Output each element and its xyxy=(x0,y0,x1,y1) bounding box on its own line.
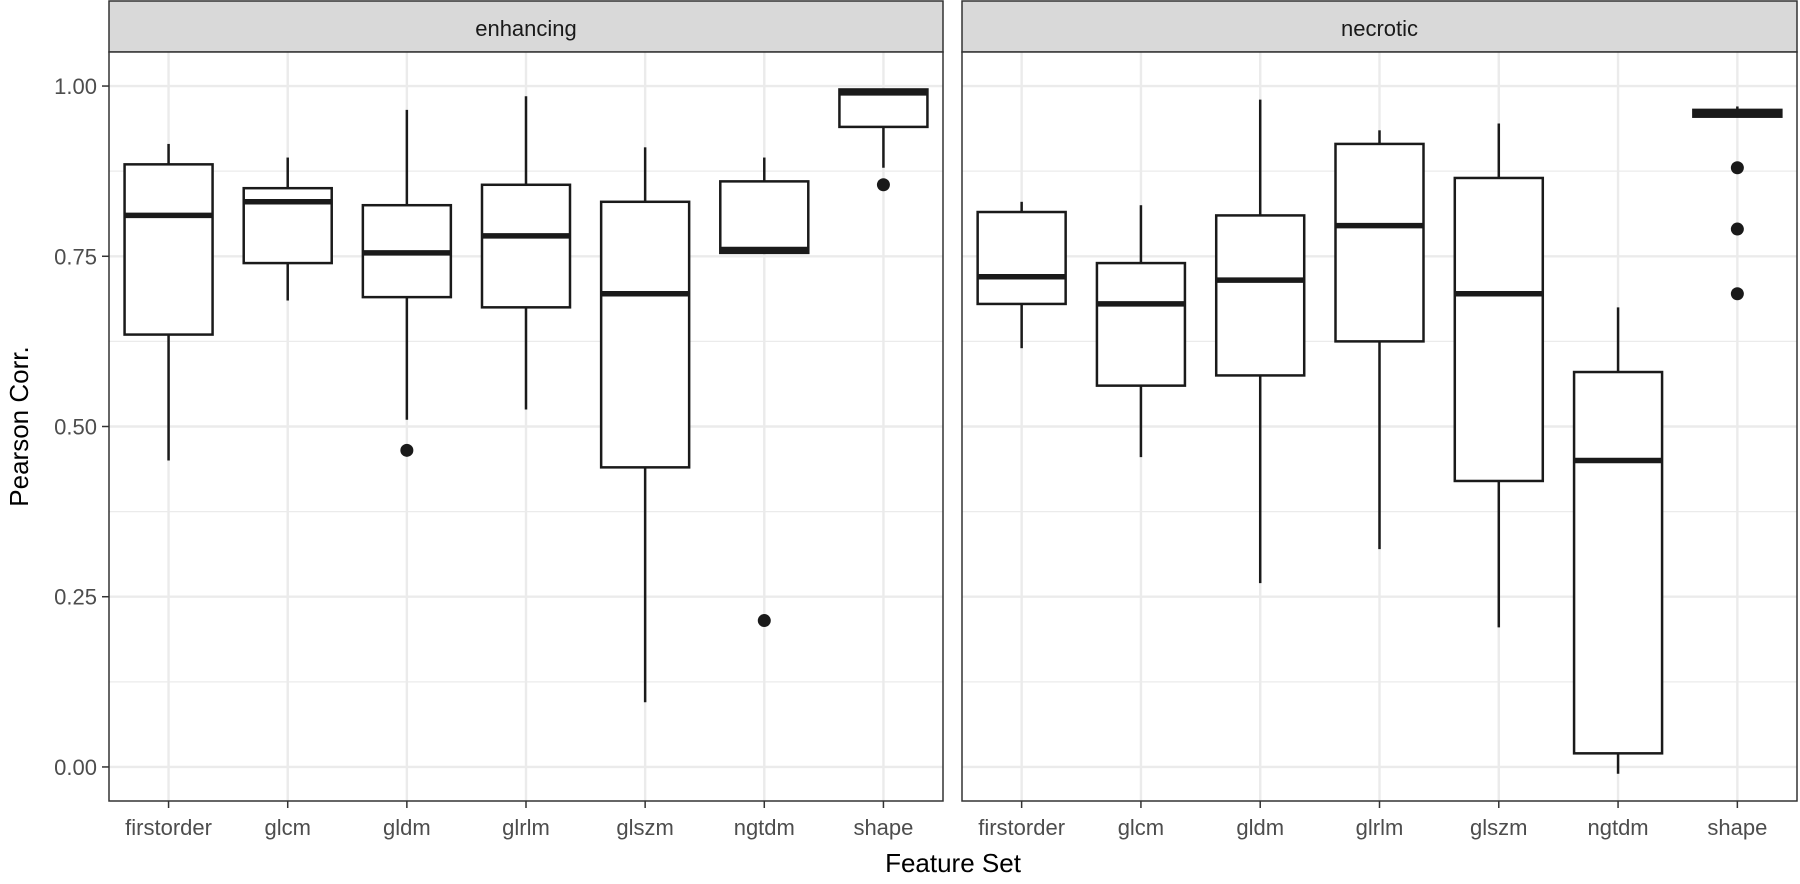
box-firstorder xyxy=(123,163,214,336)
x-tick-label-shape: shape xyxy=(1707,815,1767,840)
outlier-point-shape xyxy=(1730,222,1744,236)
x-tick-label-firstorder: firstorder xyxy=(978,815,1065,840)
x-tick-label-ngtdm: ngtdm xyxy=(734,815,795,840)
facet-label-necrotic: necrotic xyxy=(1341,16,1418,41)
box-shape xyxy=(838,88,929,129)
outlier-point-shape xyxy=(1730,287,1744,301)
facet-label-enhancing: enhancing xyxy=(475,16,577,41)
x-tick-label-glcm: glcm xyxy=(264,815,310,840)
y-tick-label: 1.00 xyxy=(54,74,97,99)
x-tick-label-gldm: gldm xyxy=(383,815,431,840)
facet-strip-enhancing xyxy=(108,0,944,53)
x-tick-label-glszm: glszm xyxy=(616,815,673,840)
box-glszm xyxy=(1453,176,1545,483)
x-tick-label-glrlm: glrlm xyxy=(502,815,550,840)
x-tick-label-glszm: glszm xyxy=(1470,815,1527,840)
outlier-point-gldm xyxy=(400,443,414,457)
x-axis-title: Feature Set xyxy=(885,848,1022,878)
y-tick-label: 0.00 xyxy=(54,755,97,780)
outlier-point-shape xyxy=(1730,161,1744,175)
x-tick-label-ngtdm: ngtdm xyxy=(1587,815,1648,840)
x-tick-label-gldm: gldm xyxy=(1236,815,1284,840)
y-tick-label: 0.25 xyxy=(54,585,97,610)
box-ngtdm xyxy=(1572,370,1664,755)
box-glrlm xyxy=(1334,142,1425,343)
y-tick-label: 0.50 xyxy=(54,415,97,440)
outlier-point-ngtdm xyxy=(757,614,771,628)
facet-strip-necrotic xyxy=(961,0,1798,53)
panel-frame-necrotic xyxy=(961,51,1798,802)
box-gldm xyxy=(1214,214,1306,377)
x-tick-label-glrlm: glrlm xyxy=(1356,815,1404,840)
box-glszm xyxy=(599,200,691,469)
x-tick-label-glcm: glcm xyxy=(1118,815,1164,840)
y-axis-title: Pearson Corr. xyxy=(4,346,34,506)
box-firstorder xyxy=(976,210,1067,306)
box-ngtdm xyxy=(719,180,810,255)
x-tick-label-firstorder: firstorder xyxy=(125,815,212,840)
x-tick-label-shape: shape xyxy=(853,815,913,840)
box-glcm xyxy=(1095,261,1187,387)
y-tick-label: 0.75 xyxy=(54,244,97,269)
outlier-point-shape xyxy=(876,178,890,192)
box-glrlm xyxy=(480,183,572,309)
